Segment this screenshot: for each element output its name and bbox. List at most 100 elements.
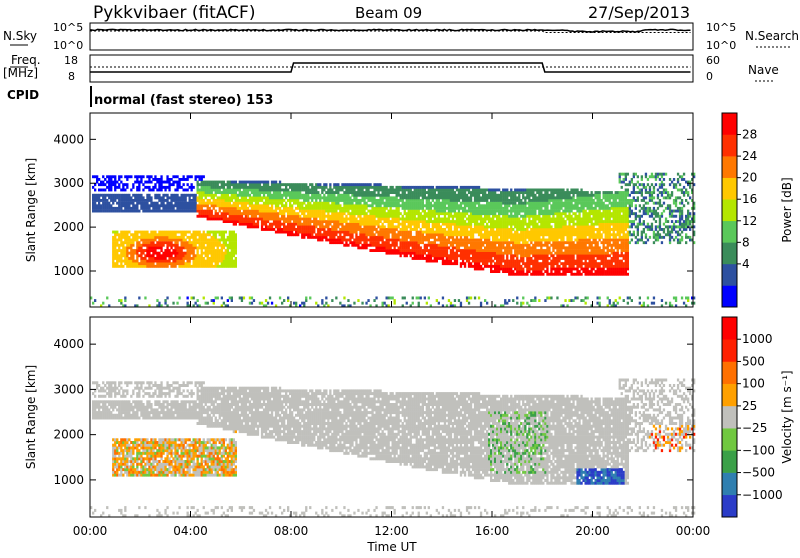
power-cell — [456, 212, 458, 215]
power-cell — [203, 181, 205, 184]
power-cell — [271, 196, 273, 199]
power-cell — [285, 210, 287, 213]
power-cell — [231, 191, 233, 194]
power-cell — [293, 210, 295, 213]
power-cell — [170, 236, 172, 239]
power-cell — [460, 262, 462, 265]
power-cell — [223, 220, 225, 223]
power-cell — [365, 239, 367, 242]
power-cell — [213, 233, 215, 236]
power-cell — [289, 233, 291, 236]
power-cell — [108, 178, 110, 181]
power-cell — [520, 220, 522, 223]
power-cell — [496, 220, 498, 223]
power-cell — [253, 186, 255, 189]
power-cell — [482, 257, 484, 260]
power-cell — [474, 246, 476, 249]
power-cell — [452, 233, 454, 236]
power-cell — [279, 297, 281, 300]
power-cell — [160, 249, 162, 252]
power-cell — [396, 239, 398, 242]
power-cell — [478, 223, 480, 226]
power-cell — [321, 225, 323, 228]
power-cell — [317, 231, 319, 234]
power-cell — [434, 223, 436, 226]
power-cell — [197, 265, 199, 268]
power-cell — [371, 202, 373, 205]
power-cell — [329, 233, 331, 236]
power-cell — [185, 257, 187, 260]
power-cell — [357, 194, 359, 197]
power-cell — [126, 241, 128, 244]
power-cell — [134, 231, 136, 234]
power-cell — [410, 207, 412, 210]
power-cell — [496, 236, 498, 239]
power-cell — [454, 196, 456, 199]
power-cell — [434, 196, 436, 199]
power-cell — [154, 244, 156, 247]
power-cell — [510, 257, 512, 260]
power-cell — [382, 233, 384, 236]
power-cell — [371, 212, 373, 215]
power-cell — [448, 236, 450, 239]
power-cell — [379, 218, 381, 221]
power-cell — [466, 202, 468, 205]
power-cell — [287, 223, 289, 226]
power-cell — [102, 302, 104, 305]
power-cell — [454, 199, 456, 202]
power-cell — [440, 252, 442, 255]
power-cell — [510, 260, 512, 263]
power-cell — [183, 262, 185, 265]
power-cell — [428, 194, 430, 197]
power-cell — [432, 254, 434, 257]
power-cell — [386, 252, 388, 255]
power-cell — [357, 220, 359, 223]
power-cell — [301, 302, 303, 305]
power-cell — [418, 218, 420, 221]
power-cell — [434, 189, 436, 192]
power-cell — [323, 236, 325, 239]
power-cell — [263, 223, 265, 226]
cpid-label: CPID — [7, 88, 39, 102]
power-cell — [323, 212, 325, 215]
power-cell — [520, 204, 522, 207]
power-cell — [392, 218, 394, 221]
power-cell — [416, 194, 418, 197]
power-cell — [197, 204, 199, 207]
power-cell — [472, 210, 474, 213]
power-cell — [440, 202, 442, 205]
power-cell — [253, 225, 255, 228]
power-cell — [522, 297, 524, 300]
power-cell — [371, 204, 373, 207]
power-cell — [195, 175, 197, 178]
power-cell — [456, 233, 458, 236]
power-cell — [170, 196, 172, 199]
power-cell — [512, 239, 514, 242]
power-cell — [104, 204, 106, 207]
power-cell — [277, 215, 279, 218]
power-cell — [452, 262, 454, 265]
power-cell — [367, 196, 369, 199]
power-cell — [518, 202, 520, 205]
power-cell — [404, 252, 406, 255]
power-cell — [142, 189, 144, 192]
power-cell — [122, 186, 124, 189]
power-cell — [406, 218, 408, 221]
power-cell — [488, 241, 490, 244]
power-cell — [402, 194, 404, 197]
power-cell — [233, 191, 235, 194]
power-cell — [432, 249, 434, 252]
power-cell — [516, 302, 518, 305]
power-cell — [371, 194, 373, 197]
power-cell — [492, 228, 494, 231]
power-cell — [502, 257, 504, 260]
power-cell — [293, 233, 295, 236]
power-cell — [422, 249, 424, 252]
power-cell — [472, 186, 474, 189]
power-cell — [444, 262, 446, 265]
power-cell — [307, 231, 309, 234]
power-cell — [406, 194, 408, 197]
power-cell — [492, 225, 494, 228]
power-cell — [154, 175, 156, 178]
power-cell — [369, 212, 371, 215]
